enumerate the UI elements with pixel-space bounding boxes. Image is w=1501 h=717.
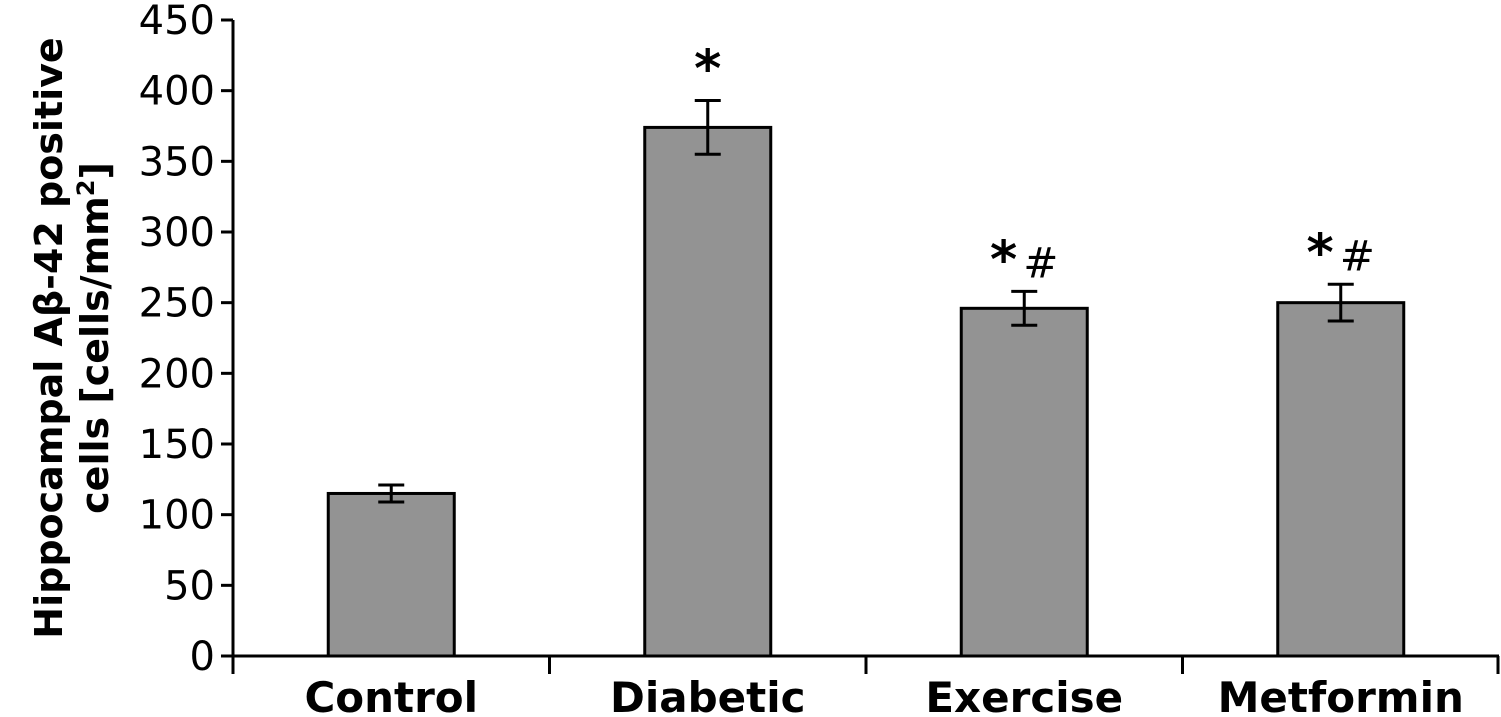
y-tick-label: 300 [139,210,215,256]
significance-hash: # [1023,238,1058,287]
bar-control [326,491,456,658]
y-tick-label: 50 [164,563,215,609]
y-axis-title-line2: cells [cells/mm2] [72,162,117,514]
bar-exercise [959,306,1089,658]
x-tick-label: Control [304,673,478,717]
significance-star: * [990,230,1017,290]
y-axis-title: Hippocampal Aβ-42 positive cells [cells/… [27,37,117,638]
y-tick-label: 200 [139,351,215,397]
y-axis-title-bracket: ] [73,162,117,179]
y-tick-label: 150 [139,422,215,468]
significance-label: * # [1307,223,1375,283]
bar-diabetic [643,125,773,658]
significance-hash: # [1340,231,1375,280]
y-axis-title-line1: Hippocampal Aβ-42 positive [27,37,71,638]
y-axis-title-superscript: 2 [72,180,100,197]
significance-star: * [694,40,721,100]
y-tick-label: 400 [139,69,215,115]
y-tick-label: 250 [139,281,215,327]
y-tick-label: 350 [139,139,215,185]
y-tick-label: 450 [139,0,215,44]
y-axis-title-unit: cells [cells/mm [73,196,117,514]
y-tick-label: 0 [190,634,215,680]
x-tick-label: Exercise [925,673,1123,717]
plot-area: Control*Diabetic* #Exercise* #Metformin050… [139,0,1500,717]
significance-star: * [1307,223,1334,283]
x-tick-label: Diabetic [610,673,806,717]
y-tick-label: 100 [139,493,215,539]
significance-label: * # [990,230,1058,290]
significance-label: * [694,40,721,100]
bar-metformin [1276,301,1406,658]
x-tick-label: Metformin [1218,673,1464,717]
